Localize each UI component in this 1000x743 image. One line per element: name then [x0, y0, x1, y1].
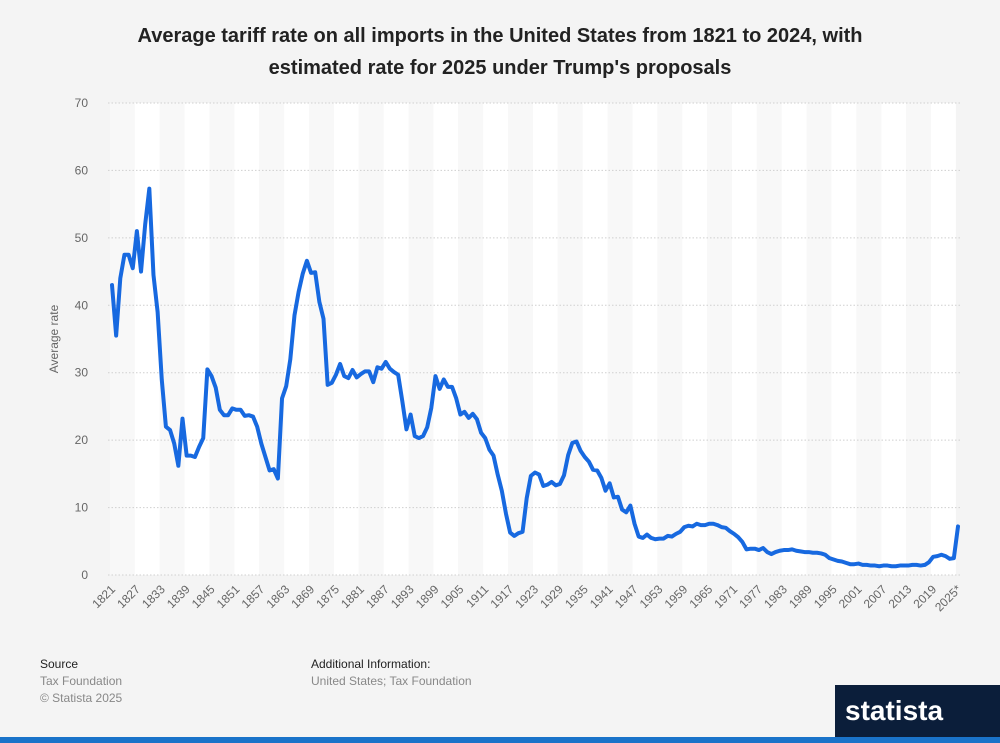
plot-band: [333, 103, 359, 575]
x-tick-label: 1869: [288, 582, 317, 611]
x-tick-label: 1911: [463, 582, 491, 610]
plot-band: [756, 103, 782, 575]
y-tick-label: 0: [81, 568, 88, 582]
x-tick-label: 1977: [736, 582, 765, 611]
source-heading: Source: [40, 657, 79, 671]
plot-band: [557, 103, 583, 575]
chart: Average rate 0 10 20 30 40 50 60 70 182118271833…: [47, 96, 964, 614]
x-tick-label: 1863: [264, 582, 293, 611]
x-tick-label: 1845: [189, 582, 218, 611]
y-tick-label: 40: [75, 298, 89, 312]
plot-band: [707, 103, 732, 575]
x-tick-label: 1893: [388, 582, 417, 611]
x-tick-label: 1887: [363, 582, 392, 611]
x-tick-label: 2025*: [932, 582, 964, 614]
x-tick-label: 2013: [886, 582, 915, 611]
x-tick-label: 1995: [811, 582, 840, 611]
plot-band: [308, 103, 334, 575]
plot-band: [508, 103, 533, 575]
x-tick-label: 1851: [214, 582, 243, 611]
plot-band: [383, 103, 409, 575]
x-tick-label: 2001: [836, 582, 865, 611]
x-tick-label: 1935: [562, 582, 591, 611]
y-tick-label: 70: [75, 96, 89, 110]
y-tick-label: 60: [75, 163, 89, 177]
chart-title: Average tariff rate on all imports in th…: [137, 25, 863, 79]
x-tick-label: 1941: [587, 582, 616, 611]
x-tick-label: 1953: [637, 582, 666, 611]
plot-band: [731, 103, 757, 575]
plot-band: [931, 103, 956, 575]
plot-band: [134, 103, 160, 575]
plot-band: [259, 103, 285, 575]
x-tick-label: 1947: [612, 582, 641, 611]
x-tick-label: 1983: [761, 582, 790, 611]
bottom-bar: [0, 737, 1000, 743]
y-axis-label: Average rate: [47, 304, 61, 373]
logo: statista: [835, 685, 1000, 737]
x-tick-label: 1875: [313, 582, 342, 611]
plot-band: [532, 103, 558, 575]
x-tick-label: 1833: [139, 582, 168, 611]
plot-band: [906, 103, 932, 575]
x-tick-label: 1821: [89, 582, 118, 611]
plot-band: [582, 103, 608, 575]
x-tick-label: 1929: [537, 582, 566, 611]
plot-band: [184, 103, 210, 575]
x-tick-label: 1923: [512, 582, 541, 611]
x-tick-label: 1881: [338, 582, 367, 611]
source: Tax Foundation: [40, 674, 123, 688]
plot-band: [159, 103, 185, 575]
plot-band: [109, 103, 135, 575]
y-tick-label: 30: [75, 366, 89, 380]
x-tick-label: 1857: [239, 582, 268, 611]
plot-band: [881, 103, 907, 575]
plot-band: [781, 103, 807, 575]
copyright: © Statista 2025: [40, 691, 123, 705]
x-tick-label: 1917: [487, 582, 516, 611]
plot-band: [458, 103, 484, 575]
plot-band: [408, 103, 434, 575]
y-tick-label: 10: [75, 501, 89, 515]
plot-band: [682, 103, 708, 575]
x-tick-label: 1959: [662, 582, 691, 611]
plot-band: [831, 103, 857, 575]
x-tick-label: 1989: [786, 582, 815, 611]
plot-band: [856, 103, 882, 575]
info: United States; Tax Foundation: [311, 674, 472, 688]
x-tick-label: 1965: [687, 582, 716, 611]
plot-band: [209, 103, 235, 575]
x-tick-label: 1905: [438, 582, 467, 611]
plot-band: [433, 103, 459, 575]
info-heading: Additional Information:: [311, 657, 431, 671]
plot-band: [234, 103, 260, 575]
y-tick-label: 50: [75, 231, 89, 245]
plot-band: [806, 103, 832, 575]
plot-band: [632, 103, 658, 575]
info-block: Additional Information: United States; T…: [311, 656, 472, 690]
line: [110, 186, 960, 569]
x-tick-label: 1971: [711, 582, 740, 611]
x-tick-label: 1827: [114, 582, 143, 611]
source-block: Source Tax Foundation © Statista 2025: [40, 656, 122, 707]
x-tick-label: 1899: [413, 582, 442, 611]
plot-band: [657, 103, 683, 575]
plot-band: [284, 103, 309, 575]
y-tick-label: 20: [75, 433, 89, 447]
x-tick-label: 2007: [861, 582, 890, 611]
plot-band: [358, 103, 384, 575]
x-tick-label: 1839: [164, 582, 193, 611]
